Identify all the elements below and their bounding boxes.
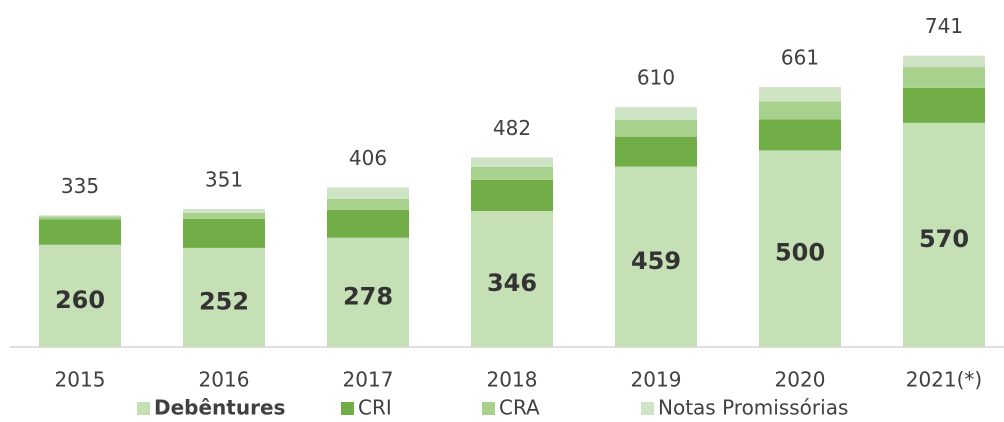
bar-segment	[759, 119, 841, 151]
bar-segment	[39, 219, 121, 245]
bar-segment	[615, 119, 697, 137]
bar-segment	[39, 244, 121, 347]
bar-segment	[471, 166, 553, 180]
total-label: 351	[205, 167, 243, 191]
bar-segment	[759, 150, 841, 347]
bar-segment	[759, 101, 841, 120]
bar-segment	[903, 55, 985, 68]
bar-segment	[471, 210, 553, 347]
segment-label: 252	[199, 287, 249, 315]
x-tick-label: 2018	[487, 368, 538, 392]
segment-label: 459	[631, 247, 681, 275]
bar-segment	[615, 136, 697, 167]
segment-label: 260	[55, 286, 105, 314]
x-tick-label: 2019	[631, 368, 682, 392]
x-tick-label: 2016	[199, 368, 250, 392]
bar-segment	[903, 87, 985, 123]
legend-swatch	[341, 402, 354, 415]
x-tick-label: 2021(*)	[906, 368, 983, 392]
x-tick-label: 2017	[343, 368, 394, 392]
total-label: 335	[61, 174, 99, 198]
total-label: 741	[925, 14, 963, 38]
total-label: 610	[637, 66, 675, 90]
bar-segment	[327, 209, 409, 238]
bar-segment	[471, 157, 553, 167]
segment-label: 346	[487, 269, 537, 297]
bar-segment	[615, 166, 697, 347]
bar-segment	[183, 212, 265, 219]
bar-segment	[615, 107, 697, 120]
segment-label: 500	[775, 239, 825, 267]
bar-segment	[327, 187, 409, 199]
legend-swatch	[137, 402, 150, 415]
legend-label: CRI	[358, 396, 392, 420]
total-label: 406	[349, 146, 387, 170]
x-tick-label: 2020	[775, 368, 826, 392]
bar-segment	[327, 198, 409, 210]
bar-segment	[327, 237, 409, 347]
segment-label: 278	[343, 282, 393, 310]
total-label: 482	[493, 116, 531, 140]
legend-label: Notas Promissórias	[658, 396, 848, 420]
legend-label: CRA	[499, 396, 540, 420]
bar-segment	[39, 215, 121, 217]
bar-segment	[471, 179, 553, 211]
bar-segment	[183, 218, 265, 248]
total-label: 661	[781, 46, 819, 70]
bar-segment	[903, 67, 985, 88]
bar-segment	[183, 208, 265, 213]
bar-segment	[183, 247, 265, 347]
bar-segment	[903, 122, 985, 348]
segment-label: 570	[919, 225, 969, 253]
legend-label: Debêntures	[154, 396, 285, 420]
x-tick-label: 2015	[55, 368, 106, 392]
legend-swatch	[641, 402, 654, 415]
legend-swatch	[482, 402, 495, 415]
bar-segment	[759, 87, 841, 102]
bar-segment	[39, 216, 121, 220]
